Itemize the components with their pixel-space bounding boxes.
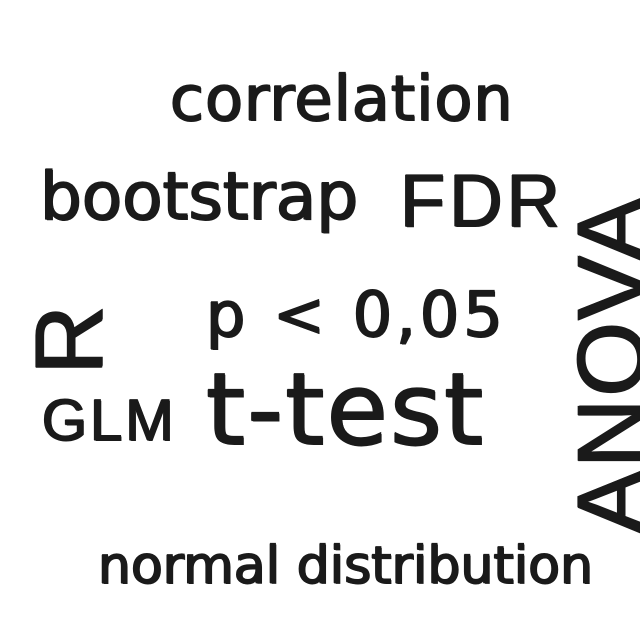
word-glm: GLM: [41, 388, 177, 453]
word-fdr: FDR: [399, 159, 565, 242]
word-normal-distribution: normal distribution: [97, 536, 594, 596]
word-r: R: [15, 305, 123, 376]
word-t-test: t-test: [205, 351, 486, 468]
word-p-value: p < 0,05: [205, 278, 507, 351]
word-correlation: correlation: [169, 62, 514, 135]
word-anova: ANOVA: [557, 194, 640, 534]
word-bootstrap: bootstrap: [39, 158, 359, 235]
